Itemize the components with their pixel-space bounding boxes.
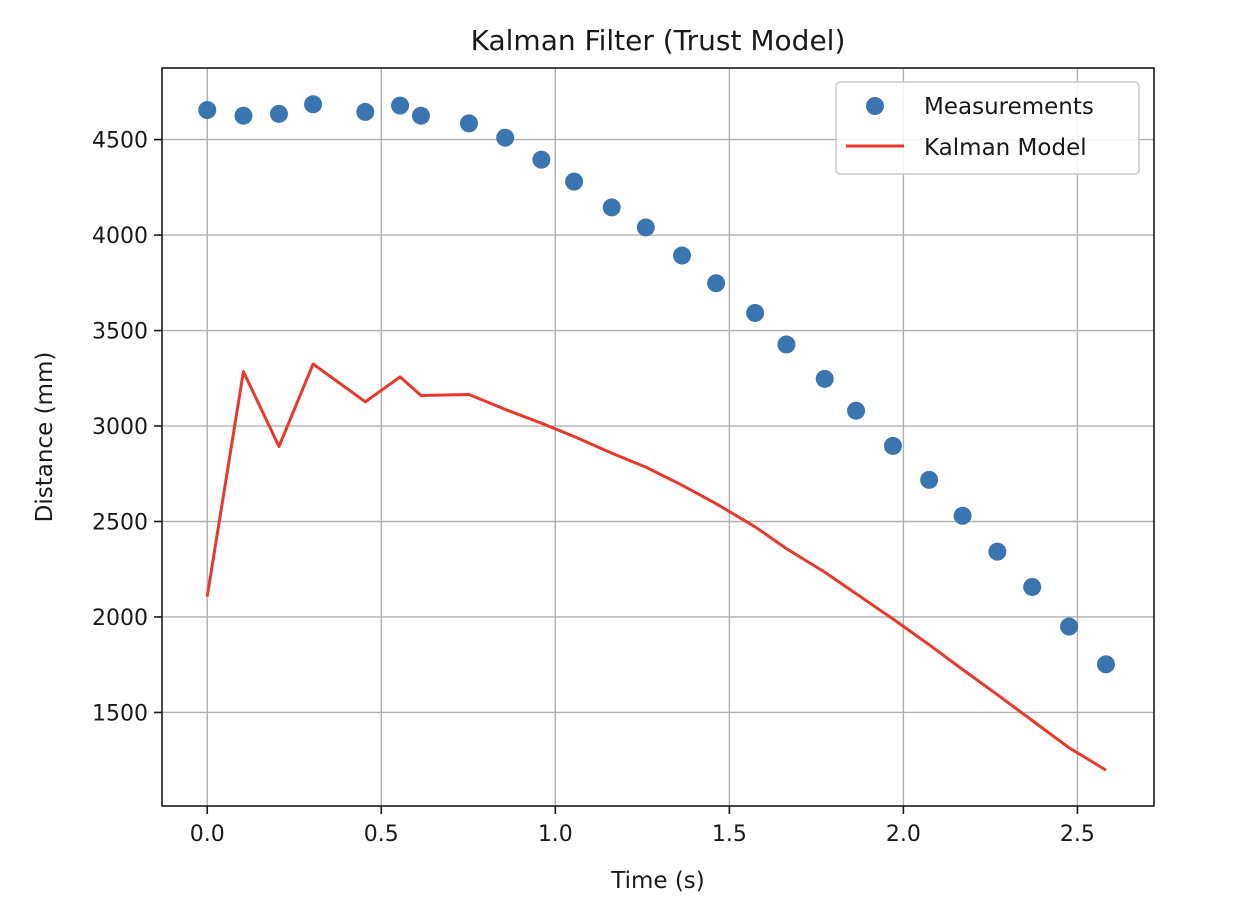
measurement-point: [496, 128, 515, 147]
measurement-point: [459, 114, 478, 133]
x-tick-label: 1.5: [712, 822, 747, 847]
y-tick-label: 4000: [92, 224, 148, 249]
measurement-point: [815, 369, 834, 388]
measurement-point: [234, 106, 253, 125]
x-tick-label: 0.5: [364, 822, 399, 847]
measurement-point: [198, 101, 217, 120]
measurement-point: [602, 198, 621, 217]
measurement-point: [411, 106, 430, 125]
measurement-point: [391, 96, 410, 115]
kalman-model-series: [205, 362, 1107, 772]
measurement-point: [883, 436, 902, 455]
x-tick-label: 2.0: [886, 822, 921, 847]
measurement-point: [1096, 655, 1115, 674]
legend-marker-measurements: [866, 97, 884, 115]
x-tick-label: 1.0: [538, 822, 573, 847]
legend-label-kalman-model: Kalman Model: [924, 135, 1087, 161]
measurement-point: [777, 335, 796, 354]
measurement-point: [920, 470, 939, 489]
x-tick-label: 2.5: [1060, 822, 1095, 847]
chart-title: Kalman Filter (Trust Model): [471, 24, 846, 57]
measurement-point: [532, 150, 551, 169]
measurement-point: [1023, 577, 1042, 596]
measurements-series: [198, 95, 1115, 674]
x-axis-ticks: 0.0 0.5 1.0 1.5 2.0 2.5: [190, 806, 1095, 847]
measurement-point: [1060, 617, 1079, 636]
measurement-point: [269, 104, 288, 123]
y-axis-label: Distance (mm): [32, 352, 58, 523]
legend-label-measurements: Measurements: [924, 94, 1094, 120]
measurement-point: [565, 172, 584, 191]
plot-frame: [161, 67, 1155, 807]
y-axis-ticks: 1500 2000 2500 3000 3500 4000 4500: [92, 129, 162, 726]
measurement-point: [953, 506, 972, 525]
y-tick-label: 3500: [92, 320, 148, 345]
y-tick-label: 4500: [92, 129, 148, 154]
x-tick-label: 0.0: [190, 822, 225, 847]
measurement-point: [847, 401, 866, 420]
measurement-point: [356, 102, 375, 121]
measurement-point: [673, 246, 692, 265]
measurement-point: [988, 542, 1007, 561]
y-tick-label: 1500: [92, 701, 148, 726]
y-tick-label: 3000: [92, 415, 148, 440]
kalman-model-line: [205, 362, 1107, 772]
grid: [162, 68, 1154, 806]
legend: Measurements Kalman Model: [835, 81, 1140, 175]
measurement-point: [707, 274, 726, 293]
legend-box: [835, 81, 1140, 175]
measurement-point: [304, 95, 323, 114]
y-tick-label: 2000: [92, 606, 148, 631]
measurement-point: [636, 218, 655, 237]
y-tick-label: 2500: [92, 510, 148, 535]
measurement-point: [746, 303, 765, 322]
x-axis-label: Time (s): [610, 868, 705, 894]
